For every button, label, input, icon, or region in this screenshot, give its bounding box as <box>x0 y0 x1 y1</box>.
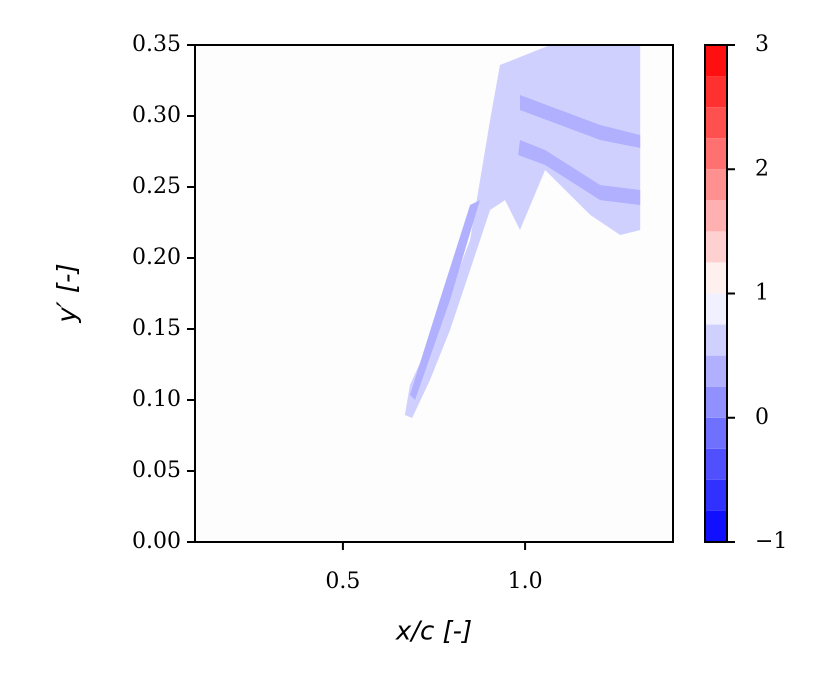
colorbar-tick-label: 1 <box>755 281 769 306</box>
y-tick-label: 0.35 <box>132 32 181 57</box>
y-axis-label: y′ [-] <box>53 263 83 323</box>
colorbar-band <box>705 324 727 356</box>
colorbar-tick-label: −1 <box>755 529 787 554</box>
colorbar-band <box>705 107 727 139</box>
colorbar-band <box>705 138 727 170</box>
colorbar-band <box>705 448 727 480</box>
plot-frame <box>194 44 674 543</box>
colorbar-band <box>705 355 727 387</box>
y-tick-label: 0.25 <box>132 174 181 199</box>
x-axis-label: x/c [-] <box>395 617 472 647</box>
contour-region <box>519 94 641 148</box>
contour-region <box>409 200 480 400</box>
y-tick-label: 0.10 <box>132 387 181 412</box>
contour-layer <box>404 45 641 419</box>
colorbar-band <box>705 45 727 77</box>
contour-region <box>518 139 641 206</box>
y-tick-label: 0.05 <box>132 458 181 483</box>
colorbar-band <box>705 293 727 325</box>
colorbar-tick-label: 0 <box>755 405 769 430</box>
colorbar-band <box>705 386 727 418</box>
colorbar-band <box>705 169 727 201</box>
colorbar-band <box>705 417 727 449</box>
colorbar-band <box>705 510 727 542</box>
colorbar-band <box>705 76 727 108</box>
y-tick-label: 0.00 <box>132 529 181 554</box>
contour-region <box>404 45 641 419</box>
x-tick-label: 1.0 <box>508 569 543 594</box>
colorbar-band <box>705 231 727 263</box>
colorbar-tick-label: 2 <box>755 156 769 181</box>
y-tick-label: 0.30 <box>132 103 181 128</box>
colorbar-band <box>705 200 727 232</box>
y-tick-label: 0.20 <box>132 245 181 270</box>
y-tick-label: 0.15 <box>132 316 181 341</box>
x-tick-label: 0.5 <box>325 569 360 594</box>
colorbar-band <box>705 479 727 511</box>
colorbar-band <box>705 262 727 294</box>
colorbar-tick-label: 3 <box>755 32 769 57</box>
